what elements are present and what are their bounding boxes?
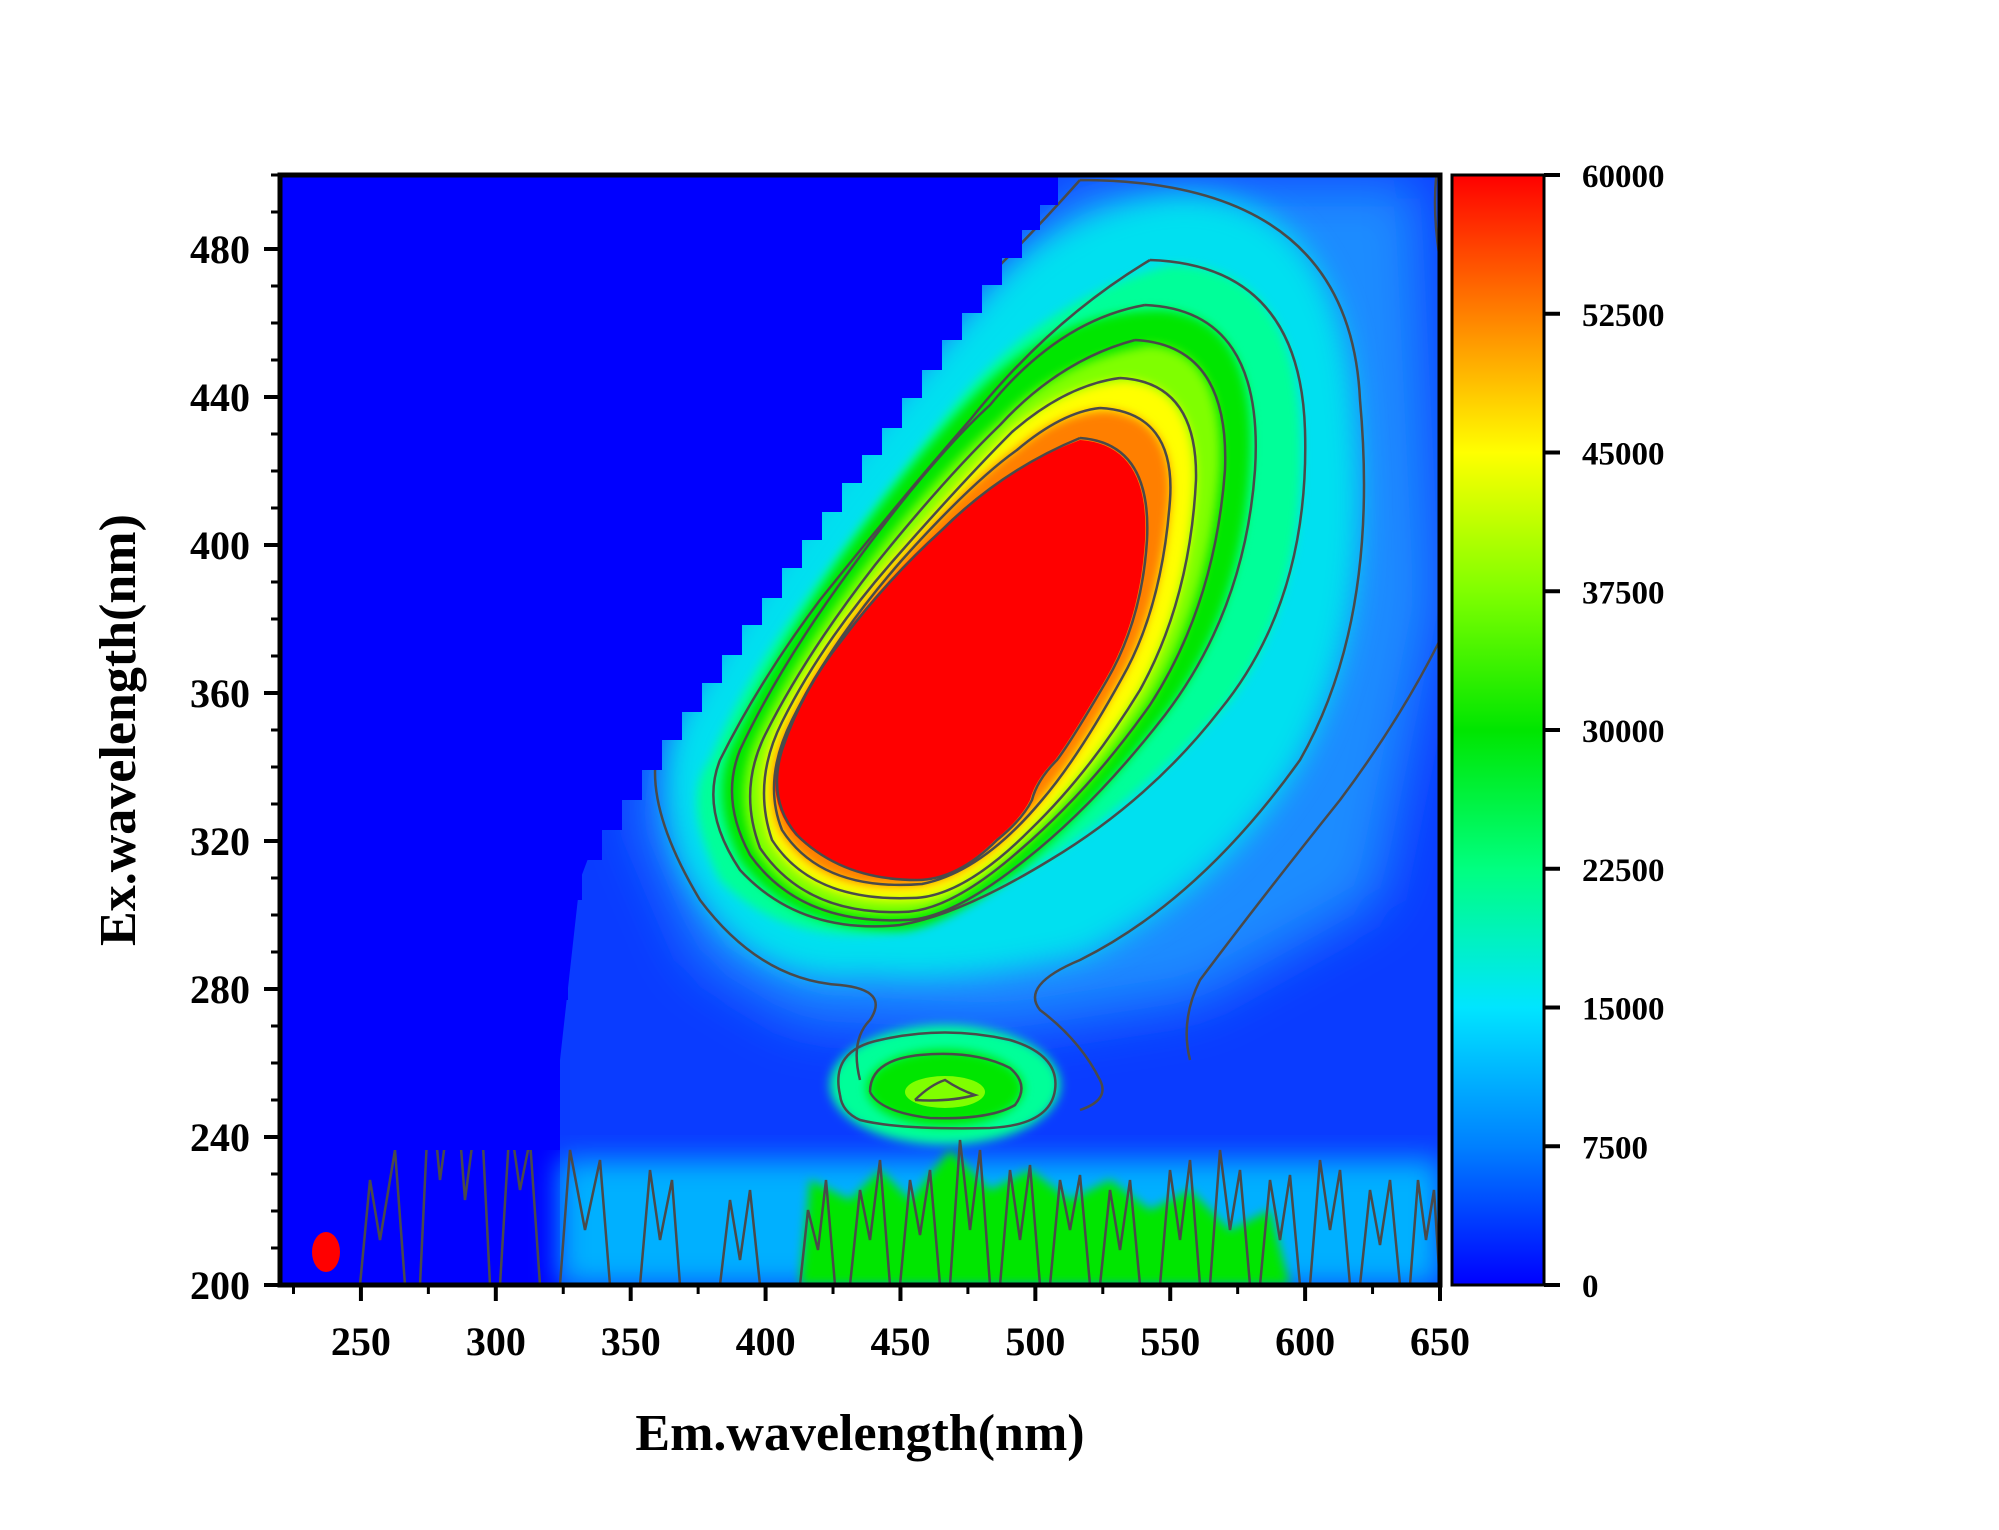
colorbar-tick-label: 7500 xyxy=(1582,1130,1648,1166)
colorbar: 0 7500 15000 22500 30000 37500 45000 52500 60000 xyxy=(1450,159,1665,1305)
y-tick-label: 240 xyxy=(190,1115,250,1160)
scatter-hotspot xyxy=(312,1232,340,1272)
x-axis-ticks: 250 300 350 400 450 500 550 600 650 xyxy=(291,1285,1470,1364)
x-tick-label: 400 xyxy=(736,1319,796,1364)
x-tick-label: 350 xyxy=(601,1319,661,1364)
contour-line-secondary-peak xyxy=(914,1078,980,1102)
colorbar-tick-label: 30000 xyxy=(1582,714,1665,750)
fluorescence-region xyxy=(560,175,1440,1285)
x-tick-label: 250 xyxy=(331,1319,391,1364)
y-axis-title: Ex.wavelength(nm) xyxy=(90,514,147,946)
scatter-band-green xyxy=(800,1150,1290,1285)
colorbar-tick-label: 60000 xyxy=(1582,159,1665,195)
contour-line-noise xyxy=(358,1069,1440,1285)
contour-line-30000 xyxy=(748,338,1227,914)
y-tick-label: 200 xyxy=(190,1263,250,1308)
colorbar-tick-label: 15000 xyxy=(1582,992,1665,1028)
intensity-layer-60000 xyxy=(775,440,1146,880)
y-tick-label: 400 xyxy=(190,523,250,568)
colorbar-tick-label: 0 xyxy=(1582,1269,1599,1305)
x-tick-label: 650 xyxy=(1410,1319,1470,1364)
y-tick-label: 280 xyxy=(190,967,250,1012)
contour-line-45000 xyxy=(772,406,1172,887)
x-tick-label: 500 xyxy=(1005,1319,1065,1364)
contour-line-secondary-inner xyxy=(868,1052,1023,1120)
colorbar-gradient xyxy=(1450,173,1546,1287)
x-axis-title: Em.wavelength(nm) xyxy=(635,1405,1084,1462)
x-tick-label: 600 xyxy=(1275,1319,1335,1364)
y-tick-label: 480 xyxy=(190,227,250,272)
x-tick-label: 550 xyxy=(1140,1319,1200,1364)
colorbar-ticks: 0 7500 15000 22500 30000 37500 45000 52500 60000 xyxy=(1544,159,1665,1305)
plot-area xyxy=(280,175,1440,1285)
contour-line-22500 xyxy=(730,303,1257,922)
colorbar-tick-label: 22500 xyxy=(1582,853,1665,889)
contour-lines xyxy=(358,175,1440,1285)
scatter-cutoff-mask xyxy=(280,175,1058,1150)
contour-line-52500 xyxy=(775,436,1149,882)
contour-line-37500 xyxy=(762,376,1198,900)
contour-line-secondary-outer xyxy=(837,1031,1057,1130)
x-tick-label: 450 xyxy=(870,1319,930,1364)
colorbar-tick-label: 45000 xyxy=(1582,437,1665,473)
colorbar-tick-label: 52500 xyxy=(1582,298,1665,334)
y-tick-label: 320 xyxy=(190,819,250,864)
y-tick-label: 360 xyxy=(190,671,250,716)
x-tick-label: 300 xyxy=(466,1319,526,1364)
colorbar-tick-label: 37500 xyxy=(1582,575,1665,611)
y-tick-label: 440 xyxy=(190,375,250,420)
y-axis-ticks: 200 240 280 320 360 400 440 480 xyxy=(190,173,280,1308)
